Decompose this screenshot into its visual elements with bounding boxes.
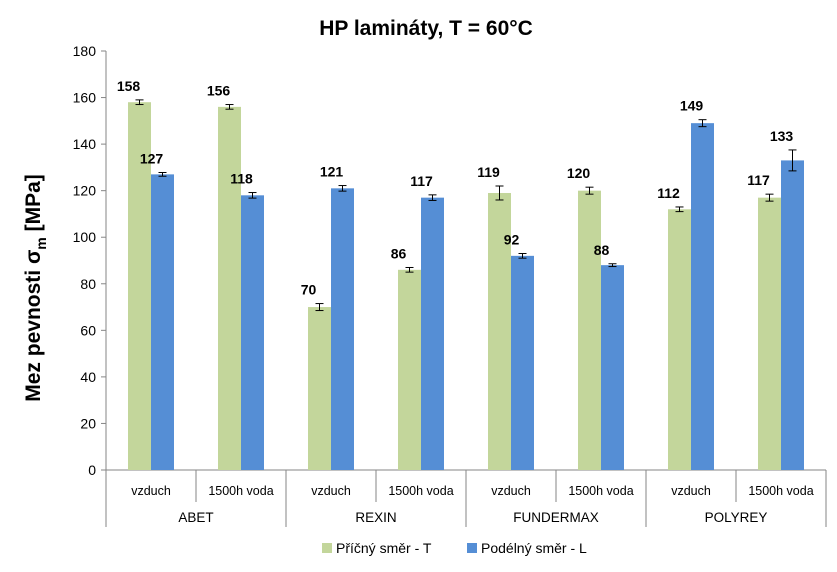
bar — [218, 106, 241, 470]
y-axis-label: Mez pevnosti σm [MPa] — [22, 174, 49, 402]
legend: Příčný směr - T Podélný směr - L — [322, 540, 587, 556]
data-label: 117 — [410, 173, 433, 189]
legend-label: Podélný směr - L — [481, 540, 587, 556]
bar — [601, 265, 624, 470]
y-tick-label: 0 — [88, 462, 96, 478]
y-tick-label: 100 — [73, 229, 97, 245]
x-category-label: vzduch — [671, 484, 711, 498]
y-axis-label-unit: [MPa] — [22, 174, 45, 237]
data-label: 112 — [657, 185, 680, 201]
x-group-label: ABET — [178, 510, 213, 525]
data-label: 86 — [391, 245, 407, 261]
data-label: 88 — [594, 242, 610, 258]
x-category-label: vzduch — [491, 484, 531, 498]
bar — [128, 102, 151, 470]
data-label: 92 — [504, 232, 520, 248]
data-label: 156 — [207, 83, 231, 99]
x-group-label: REXIN — [355, 510, 396, 525]
data-label: 133 — [770, 128, 794, 144]
bar — [331, 188, 354, 471]
data-label: 121 — [320, 164, 344, 180]
bar — [781, 160, 804, 470]
data-label: 70 — [301, 282, 317, 298]
x-category-label: 1500h voda — [568, 484, 633, 498]
bar — [691, 123, 714, 471]
bar — [421, 197, 444, 470]
y-tick-label: 140 — [73, 136, 97, 152]
bar — [758, 197, 781, 470]
y-tick-label: 160 — [73, 90, 97, 106]
bar — [578, 190, 601, 470]
data-label: 119 — [477, 164, 500, 180]
data-label: 149 — [680, 98, 704, 114]
y-tick-label: 20 — [80, 415, 96, 431]
x-category-label: vzduch — [131, 484, 171, 498]
y-tick-label: 180 — [73, 43, 97, 59]
bar — [398, 269, 421, 470]
y-axis-label-sub: m — [33, 237, 49, 249]
bar — [488, 192, 511, 470]
data-label: 127 — [140, 151, 164, 167]
bar — [241, 195, 264, 471]
x-category-label: vzduch — [311, 484, 351, 498]
y-axis-label-main: Mez pevnosti σ — [22, 250, 45, 402]
data-label: 120 — [567, 165, 591, 181]
legend-swatch — [322, 543, 332, 553]
bar — [511, 255, 534, 470]
bar — [668, 209, 691, 471]
data-label: 118 — [230, 171, 253, 187]
y-tick-label: 120 — [73, 183, 97, 199]
x-category-label: 1500h voda — [748, 484, 813, 498]
legend-swatch — [467, 543, 477, 553]
y-tick-label: 80 — [80, 276, 96, 292]
legend-label: Příčný směr - T — [336, 540, 432, 556]
x-group-label: POLYREY — [705, 510, 768, 525]
chart-title: HP lamináty, T = 60°C — [319, 17, 533, 40]
bar — [308, 307, 331, 470]
x-category-label: 1500h voda — [388, 484, 453, 498]
data-label: 117 — [747, 172, 770, 188]
x-group-label: FUNDERMAX — [513, 510, 599, 525]
plot-area: 0 20 40 60 80 100 120 140 160 180 vzduch 1500h voda… — [73, 43, 827, 527]
y-tick-label: 60 — [80, 322, 96, 338]
bar — [151, 174, 174, 470]
data-label: 158 — [117, 78, 141, 94]
y-tick-label: 40 — [80, 369, 96, 385]
x-category-label: 1500h voda — [208, 484, 273, 498]
